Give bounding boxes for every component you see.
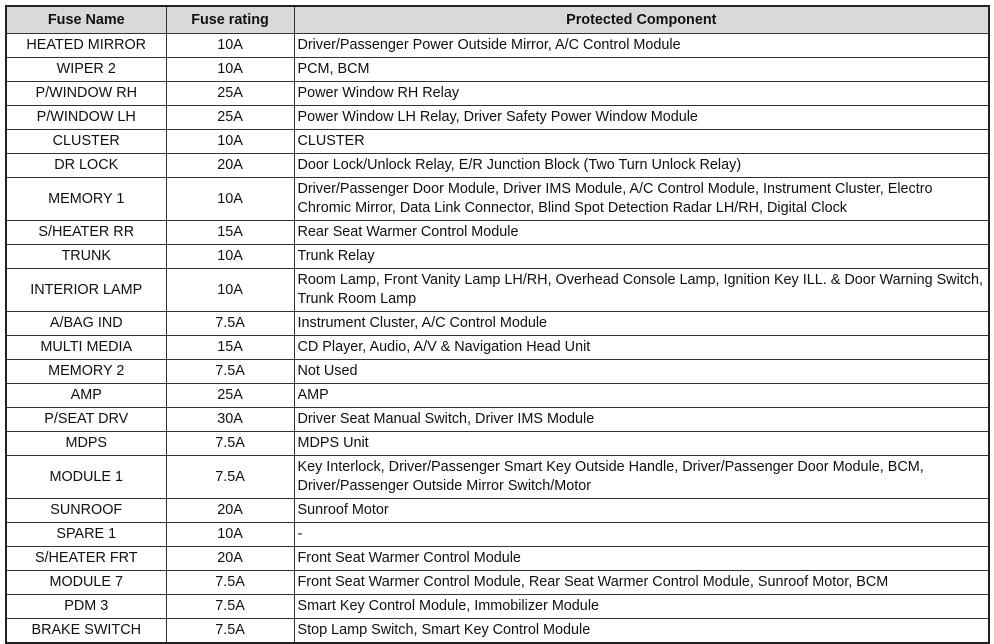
fuse-name: S/HEATER RR <box>5 220 167 245</box>
fuse-rating: 7.5A <box>165 618 295 644</box>
fuse-name: MODULE 7 <box>5 570 167 595</box>
fuse-name: WIPER 2 <box>5 57 167 82</box>
fuse-rating: 10A <box>165 57 295 82</box>
table-row: INTERIOR LAMP 10A Room Lamp, Front Vanity … <box>5 268 990 312</box>
table-row: MODULE 7 7.5A Front Seat Warmer Control Mo… <box>5 570 990 595</box>
fuse-rating: 7.5A <box>165 594 295 619</box>
table-row: MULTI MEDIA 15A CD Player, Audio, A/V & Na… <box>5 335 990 360</box>
fuse-rating: 10A <box>165 522 295 547</box>
fuse-rating: 20A <box>165 153 295 178</box>
fuse-rating: 10A <box>165 268 295 312</box>
protected-component: AMP <box>293 383 990 408</box>
protected-component: Stop Lamp Switch, Smart Key Control Modu… <box>293 618 990 644</box>
fuse-name: S/HEATER FRT <box>5 546 167 571</box>
fuse-name: MODULE 1 <box>5 455 167 499</box>
table-body: HEATED MIRROR 10A Driver/Passenger Power O… <box>5 33 990 644</box>
protected-component: Driver Seat Manual Switch, Driver IMS Mo… <box>293 407 990 432</box>
table-row: P/WINDOW RH 25A Power Window RH Relay <box>5 81 990 106</box>
fuse-name: TRUNK <box>5 244 167 269</box>
protected-component: Power Window RH Relay <box>293 81 990 106</box>
table-row: P/SEAT DRV 30A Driver Seat Manual Switch, … <box>5 407 990 432</box>
fuse-rating: 10A <box>165 33 295 58</box>
fuse-rating: 7.5A <box>165 431 295 456</box>
table-row: MDPS 7.5A MDPS Unit <box>5 431 990 456</box>
fuse-rating: 7.5A <box>165 311 295 336</box>
fuse-rating: 7.5A <box>165 359 295 384</box>
table-row: SPARE 1 10A - <box>5 522 990 547</box>
protected-component: Front Seat Warmer Control Module, Rear S… <box>293 570 990 595</box>
table-row: HEATED MIRROR 10A Driver/Passenger Power O… <box>5 33 990 58</box>
table-row: P/WINDOW LH 25A Power Window LH Relay, Dri… <box>5 105 990 130</box>
fuse-rating: 10A <box>165 177 295 221</box>
fuse-name: MEMORY 1 <box>5 177 167 221</box>
fuse-rating: 10A <box>165 244 295 269</box>
column-header: Fuse Name <box>5 5 167 34</box>
table-row: MEMORY 1 10A Driver/Passenger Door Module,… <box>5 177 990 221</box>
fuse-name: PDM 3 <box>5 594 167 619</box>
fuse-name: P/SEAT DRV <box>5 407 167 432</box>
protected-component: Instrument Cluster, A/C Control Module <box>293 311 990 336</box>
protected-component: Key Interlock, Driver/Passenger Smart Ke… <box>293 455 990 499</box>
fuse-rating: 20A <box>165 546 295 571</box>
fuse-name: A/BAG IND <box>5 311 167 336</box>
fuse-name: SUNROOF <box>5 498 167 523</box>
fuse-name: P/WINDOW RH <box>5 81 167 106</box>
fuse-name: MULTI MEDIA <box>5 335 167 360</box>
table-row: A/BAG IND 7.5A Instrument Cluster, A/C Con… <box>5 311 990 336</box>
protected-component: Trunk Relay <box>293 244 990 269</box>
protected-component: PCM, BCM <box>293 57 990 82</box>
fuse-name: MDPS <box>5 431 167 456</box>
table-row: MODULE 1 7.5A Key Interlock, Driver/Passen… <box>5 455 990 499</box>
fuse-name: HEATED MIRROR <box>5 33 167 58</box>
protected-component: CD Player, Audio, A/V & Navigation Head … <box>293 335 990 360</box>
table-row: AMP 25A AMP <box>5 383 990 408</box>
table-row: SUNROOF 20A Sunroof Motor <box>5 498 990 523</box>
column-header: Protected Component <box>293 5 990 34</box>
fuse-rating: 15A <box>165 220 295 245</box>
table-row: BRAKE SWITCH 7.5A Stop Lamp Switch, Smart … <box>5 618 990 644</box>
fuse-table: Fuse Name Fuse rating Protected Componen… <box>5 5 990 644</box>
protected-component: Smart Key Control Module, Immobilizer Mo… <box>293 594 990 619</box>
fuse-name: SPARE 1 <box>5 522 167 547</box>
fuse-rating: 25A <box>165 383 295 408</box>
protected-component: Power Window LH Relay, Driver Safety Pow… <box>293 105 990 130</box>
fuse-name: P/WINDOW LH <box>5 105 167 130</box>
protected-component: - <box>293 522 990 547</box>
table-row: TRUNK 10A Trunk Relay <box>5 244 990 269</box>
protected-component: Not Used <box>293 359 990 384</box>
header-row: Fuse Name Fuse rating Protected Componen… <box>5 5 990 34</box>
fuse-rating: 10A <box>165 129 295 154</box>
table-row: CLUSTER 10A CLUSTER <box>5 129 990 154</box>
fuse-rating: 30A <box>165 407 295 432</box>
fuse-name: BRAKE SWITCH <box>5 618 167 644</box>
fuse-rating: 7.5A <box>165 570 295 595</box>
fuse-name: CLUSTER <box>5 129 167 154</box>
protected-component: Door Lock/Unlock Relay, E/R Junction Blo… <box>293 153 990 178</box>
table-row: WIPER 2 10A PCM, BCM <box>5 57 990 82</box>
fuse-name: MEMORY 2 <box>5 359 167 384</box>
protected-component: Driver/Passenger Door Module, Driver IMS… <box>293 177 990 221</box>
protected-component: Driver/Passenger Power Outside Mirror, A… <box>293 33 990 58</box>
column-header: Fuse rating <box>165 5 295 34</box>
fuse-rating: 25A <box>165 81 295 106</box>
table-row: S/HEATER FRT 20A Front Seat Warmer Control… <box>5 546 990 571</box>
protected-component: CLUSTER <box>293 129 990 154</box>
fuse-rating: 20A <box>165 498 295 523</box>
protected-component: Rear Seat Warmer Control Module <box>293 220 990 245</box>
fuse-rating: 15A <box>165 335 295 360</box>
protected-component: Sunroof Motor <box>293 498 990 523</box>
protected-component: MDPS Unit <box>293 431 990 456</box>
table-row: MEMORY 2 7.5A Not Used <box>5 359 990 384</box>
fuse-name: AMP <box>5 383 167 408</box>
fuse-rating: 25A <box>165 105 295 130</box>
protected-component: Front Seat Warmer Control Module <box>293 546 990 571</box>
fuse-name: INTERIOR LAMP <box>5 268 167 312</box>
table-row: S/HEATER RR 15A Rear Seat Warmer Control M… <box>5 220 990 245</box>
table-row: PDM 3 7.5A Smart Key Control Module, Immob… <box>5 594 990 619</box>
table-row: DR LOCK 20A Door Lock/Unlock Relay, E/R Ju… <box>5 153 990 178</box>
fuse-rating: 7.5A <box>165 455 295 499</box>
page: Fuse Name Fuse rating Protected Componen… <box>5 5 990 644</box>
fuse-name: DR LOCK <box>5 153 167 178</box>
protected-component: Room Lamp, Front Vanity Lamp LH/RH, Over… <box>293 268 990 312</box>
